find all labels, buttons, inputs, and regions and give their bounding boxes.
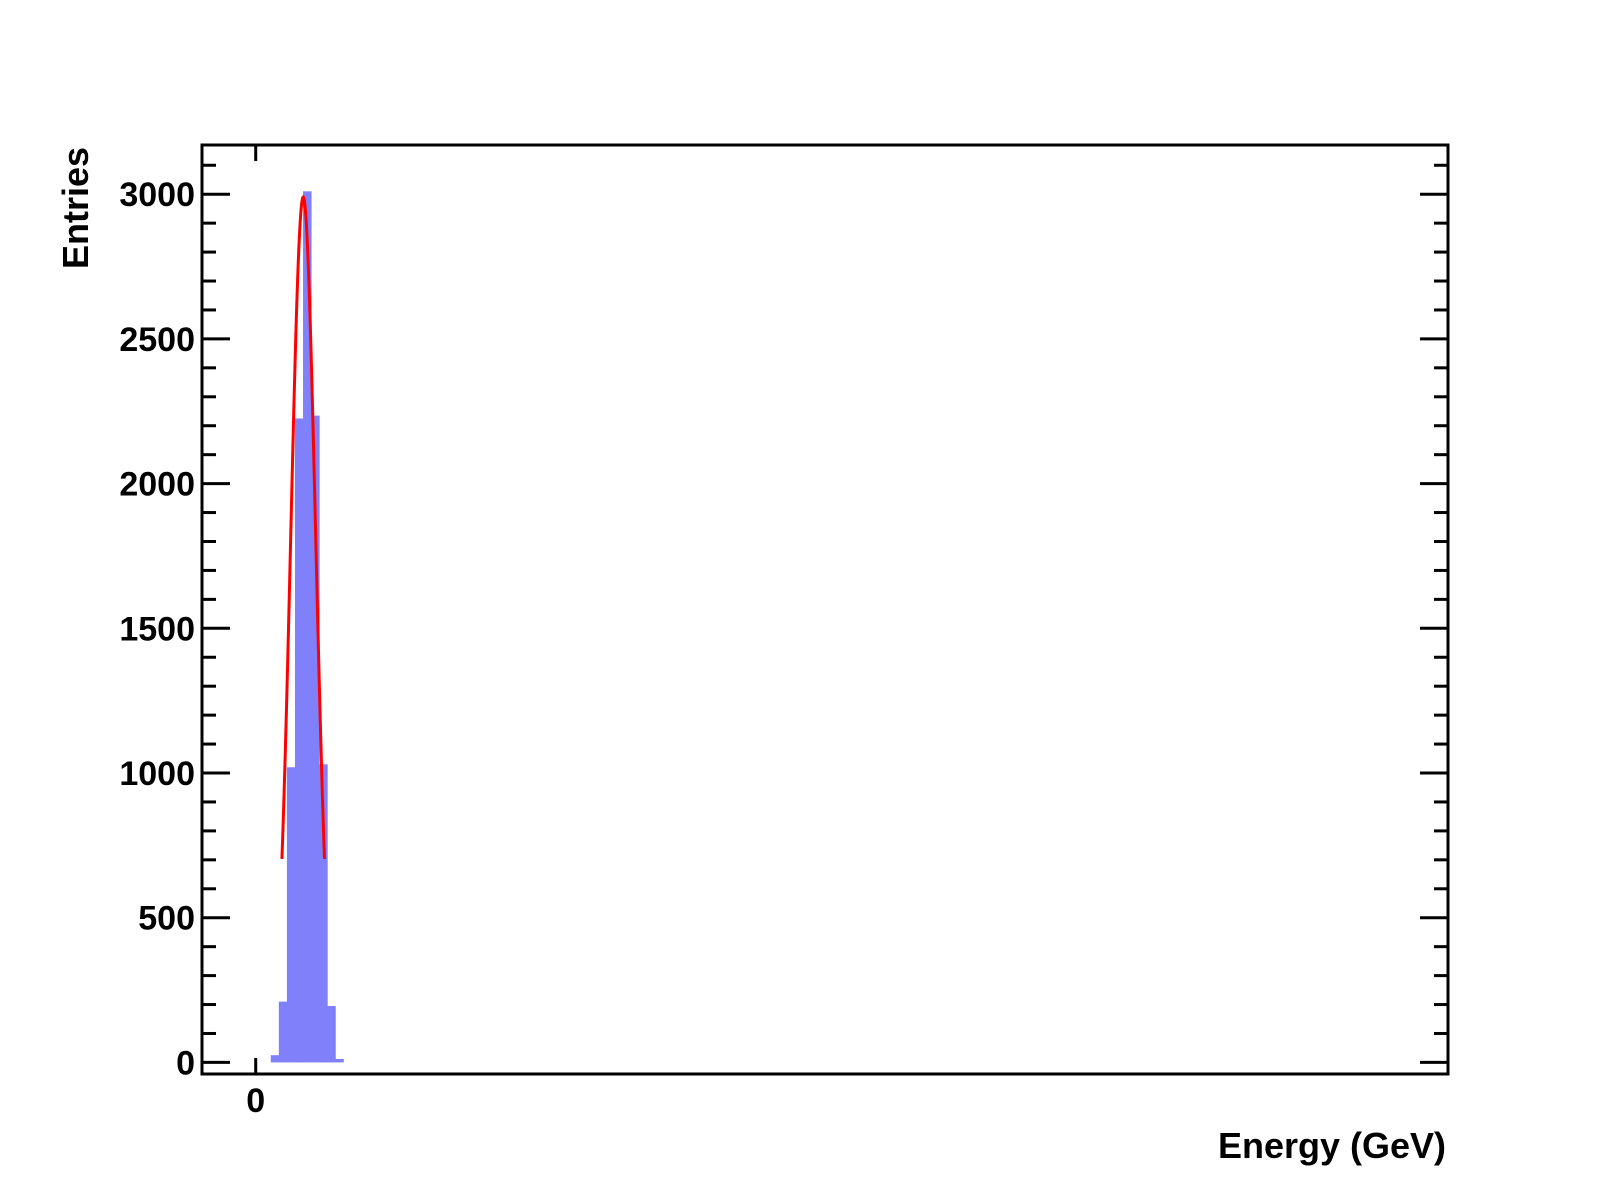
y-tick-label: 500 xyxy=(138,900,195,938)
y-tick-label: 1000 xyxy=(119,755,195,793)
y-tick-label: 2000 xyxy=(119,466,195,504)
histogram-bars xyxy=(270,191,344,1063)
y-tick-label: 1500 xyxy=(119,610,195,648)
fit-curve-layer xyxy=(280,194,326,860)
tick-labels: 0 500 1000 1500 2000 2500 3000 0 xyxy=(119,176,265,1120)
histogram-bar xyxy=(327,1005,336,1063)
x-tick-label: 0 xyxy=(246,1082,265,1120)
histogram-bar xyxy=(294,418,304,1063)
histogram-bar xyxy=(319,764,328,1063)
histogram-bar xyxy=(278,1001,288,1063)
histogram-bar xyxy=(270,1055,280,1063)
histogram-bar xyxy=(303,191,312,1063)
y-tick-label: 3000 xyxy=(119,176,195,214)
y-tick-label: 0 xyxy=(176,1044,195,1082)
histogram-bar xyxy=(335,1058,344,1063)
y-axis-title: Entries xyxy=(55,147,96,269)
x-axis-title: Energy (GeV) xyxy=(1218,1125,1446,1166)
histogram-bar xyxy=(311,415,320,1063)
plot-frame xyxy=(200,143,1450,1076)
axis-ticks xyxy=(202,145,1448,1074)
gaussian-fit-line xyxy=(280,194,326,860)
histogram-bar xyxy=(286,767,296,1063)
y-tick-label: 2500 xyxy=(119,321,195,359)
